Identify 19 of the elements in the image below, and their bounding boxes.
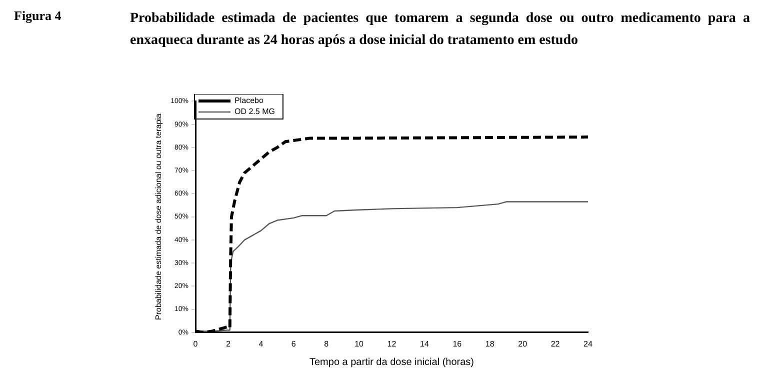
x-tick-label: 12 [387,339,397,348]
x-tick-label: 18 [485,339,495,348]
legend-label: Placebo [234,96,264,106]
x-tick-label: 4 [258,339,264,348]
x-tick-label: 24 [584,339,593,348]
x-axis-title: Tempo a partir da dose inicial (horas) [309,356,474,368]
x-tick-label: 0 [193,339,198,348]
x-tick-label: 10 [354,339,364,348]
legend-label: OD 2.5 MG [234,107,275,116]
x-tick-label: 8 [324,339,330,348]
x-tick-label: 22 [550,339,560,348]
y-axis-title: Probabilidade estimada de dose adicional ou outra terapia [154,113,164,320]
x-tick-label: 6 [291,339,296,348]
x-tick-label: 2 [226,339,231,348]
x-tick-label: 16 [452,339,462,348]
text: Figura 4 [14,8,62,24]
chart-title: Probabilidade estimada de pacientes que tomarem a segunda dose ou outro medicamento para a enxaqueca durante as 24 horas após a dose inicial do tratamento em estudo [130,10,750,50]
x-tick-label: 20 [518,339,528,348]
x-tick-label: 14 [420,339,430,348]
